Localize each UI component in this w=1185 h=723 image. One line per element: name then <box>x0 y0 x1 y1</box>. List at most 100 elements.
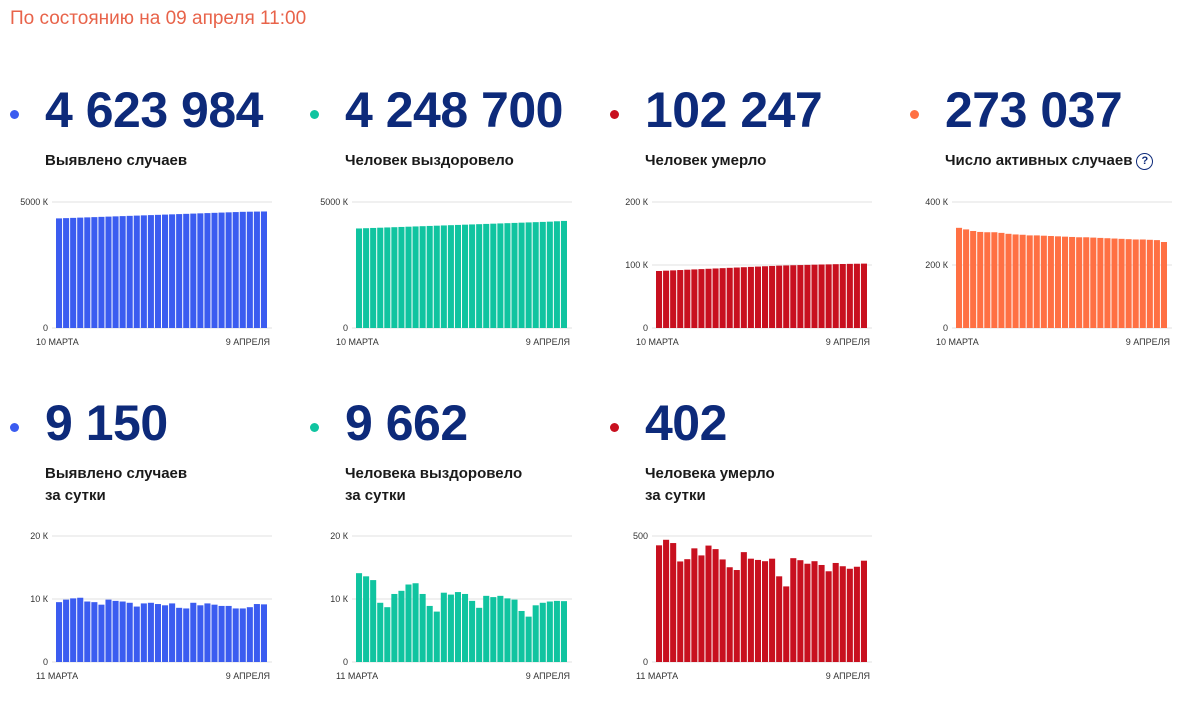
chart-bar <box>476 607 483 662</box>
chart-bar <box>105 599 112 662</box>
chart-bar <box>532 605 539 662</box>
chart-bar <box>98 216 105 328</box>
chart-bar <box>239 211 246 328</box>
chart-bar <box>232 212 239 328</box>
x-tick-label: 9 АПРЕЛЯ <box>526 671 570 681</box>
chart-bar <box>246 607 253 662</box>
chart-bar <box>712 268 719 328</box>
chart-bar <box>433 225 440 328</box>
chart-bar <box>783 586 790 662</box>
chart-bar <box>232 608 239 662</box>
chart-bar <box>70 217 77 328</box>
y-tick-label: 0 <box>943 323 948 333</box>
chart-bar <box>119 601 126 662</box>
y-tick-label: 10 К <box>330 594 349 604</box>
chart-bar <box>846 263 853 328</box>
chart-bar <box>391 227 398 328</box>
chart-bar <box>204 603 211 662</box>
chart-bar <box>656 270 663 328</box>
chart-bar <box>384 607 391 662</box>
chart-active-cases: 400 К 200 К 0 10 МАРТА 9 АПРЕЛЯ <box>910 190 1180 350</box>
chart-svg: 5000 К 0 10 МАРТА 9 АПРЕЛЯ <box>320 197 572 347</box>
chart-bar <box>77 217 84 328</box>
card-deaths: 102 247 Человек умерло 200 К 100 К 0 10 МАР… <box>610 80 900 410</box>
chart-bar <box>183 213 190 328</box>
chart-bar <box>832 562 839 662</box>
chart-bar <box>998 232 1005 328</box>
chart-bar <box>783 265 790 328</box>
chart-bar <box>733 570 740 662</box>
chart-bar <box>454 592 461 662</box>
chart-bar <box>133 606 140 662</box>
chart-bar <box>511 599 518 662</box>
chart-daily-deaths: 500 0 11 МАРТА 9 АПРЕЛЯ <box>610 524 880 684</box>
chart-bar <box>405 226 412 328</box>
chart-bar <box>384 227 391 328</box>
chart-bar <box>539 221 546 328</box>
status-timestamp: По состоянию на 09 апреля 11:00 <box>10 8 307 29</box>
chart-bar <box>377 602 384 662</box>
chart-bar <box>147 215 154 328</box>
help-icon[interactable]: ? <box>1136 153 1154 170</box>
y-tick-label: 100 К <box>625 260 649 270</box>
chart-bar <box>691 269 698 328</box>
chart-bar <box>363 228 370 328</box>
y-tick-label: 500 <box>633 531 648 541</box>
chart-bar <box>670 543 677 662</box>
chart-bar <box>1062 236 1069 328</box>
chart-bar <box>797 560 804 662</box>
chart-svg: 20 К 10 К 0 11 МАРТА 9 АПРЕЛЯ <box>330 531 572 681</box>
chart-bar <box>147 602 154 662</box>
chart-bar <box>426 605 433 662</box>
series-dot <box>610 423 619 432</box>
chart-bar <box>560 220 567 328</box>
y-tick-label: 200 К <box>925 260 949 270</box>
chart-bar <box>412 226 419 328</box>
series-dot <box>910 110 919 119</box>
chart-bar <box>804 563 811 662</box>
chart-recovered: 5000 К 0 10 МАРТА 9 АПРЕЛЯ <box>310 190 580 350</box>
chart-bar <box>532 222 539 328</box>
chart-bar <box>1069 236 1076 328</box>
chart-bar <box>140 215 147 328</box>
chart-bar <box>1097 237 1104 328</box>
chart-bar <box>63 218 70 328</box>
y-tick-label: 0 <box>343 323 348 333</box>
y-tick-label: 20 К <box>30 531 49 541</box>
active-cases-label: Число активных случаев? <box>945 150 1154 172</box>
chart-bar <box>1160 242 1167 328</box>
x-tick-label: 9 АПРЕЛЯ <box>226 337 270 347</box>
chart-bar <box>176 607 183 662</box>
chart-svg: 500 0 11 МАРТА 9 АПРЕЛЯ <box>633 531 872 681</box>
chart-bar <box>546 601 553 662</box>
chart-bar <box>811 561 818 662</box>
chart-bar <box>740 267 747 328</box>
card-recovered: 4 248 700 Человек выздоровело 5000 К 0 10 … <box>310 80 600 410</box>
x-tick-label: 9 АПРЕЛЯ <box>1126 337 1170 347</box>
chart-bar <box>426 225 433 328</box>
chart-bar <box>698 555 705 662</box>
chart-bar <box>977 231 984 328</box>
chart-bar <box>1033 235 1040 328</box>
chart-bar <box>553 600 560 662</box>
chart-bar <box>970 230 977 328</box>
chart-bar <box>776 576 783 662</box>
chart-bar <box>860 560 867 662</box>
chart-bar <box>190 602 197 662</box>
card-daily-deaths: 402 Человека умерло за сутки 500 0 11 МАРТА… <box>610 393 900 723</box>
deaths-label: Человек умерло <box>645 152 767 169</box>
chart-bar <box>154 214 161 328</box>
x-tick-label: 9 АПРЕЛЯ <box>826 337 870 347</box>
x-tick-label: 10 МАРТА <box>336 337 379 347</box>
chart-bar <box>719 268 726 328</box>
chart-bar <box>677 561 684 662</box>
chart-bar <box>811 264 818 328</box>
chart-bar <box>84 217 91 328</box>
chart-bar <box>197 605 204 662</box>
x-tick-label: 11 МАРТА <box>336 671 378 681</box>
chart-bar <box>490 597 497 662</box>
chart-bar <box>518 222 525 328</box>
recovered-number: 4 248 700 <box>345 82 563 138</box>
chart-bar <box>790 265 797 328</box>
chart-bar <box>1019 234 1026 328</box>
